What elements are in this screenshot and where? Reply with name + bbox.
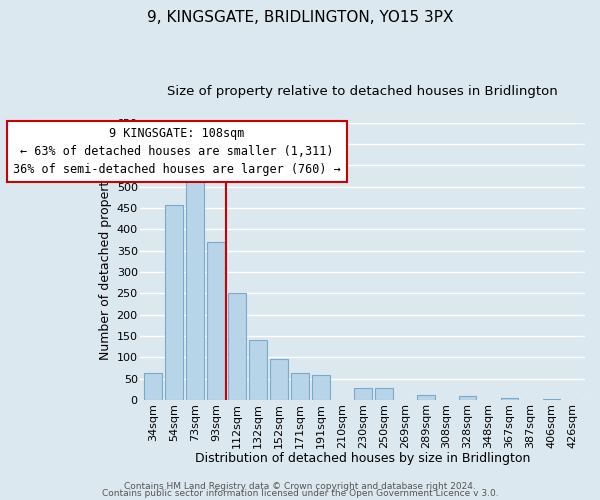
Text: 9, KINGSGATE, BRIDLINGTON, YO15 3PX: 9, KINGSGATE, BRIDLINGTON, YO15 3PX — [147, 10, 453, 25]
Bar — [165, 205, 183, 400]
Bar — [144, 374, 162, 400]
Bar — [354, 388, 371, 400]
Bar — [270, 360, 288, 400]
Bar — [375, 388, 392, 400]
Bar — [207, 242, 225, 400]
Title: Size of property relative to detached houses in Bridlington: Size of property relative to detached ho… — [167, 85, 558, 98]
Bar — [542, 398, 560, 400]
Bar — [500, 398, 518, 400]
Text: Contains HM Land Registry data © Crown copyright and database right 2024.: Contains HM Land Registry data © Crown c… — [124, 482, 476, 491]
Y-axis label: Number of detached properties: Number of detached properties — [100, 163, 112, 360]
Text: 9 KINGSGATE: 108sqm
← 63% of detached houses are smaller (1,311)
36% of semi-det: 9 KINGSGATE: 108sqm ← 63% of detached ho… — [13, 127, 341, 176]
Text: Contains public sector information licensed under the Open Government Licence v : Contains public sector information licen… — [101, 489, 499, 498]
Bar — [312, 375, 330, 400]
Bar — [417, 395, 434, 400]
Bar — [228, 294, 246, 400]
Bar — [291, 374, 309, 400]
Bar — [186, 178, 204, 400]
Bar — [249, 340, 267, 400]
X-axis label: Distribution of detached houses by size in Bridlington: Distribution of detached houses by size … — [195, 452, 530, 465]
Bar — [458, 396, 476, 400]
